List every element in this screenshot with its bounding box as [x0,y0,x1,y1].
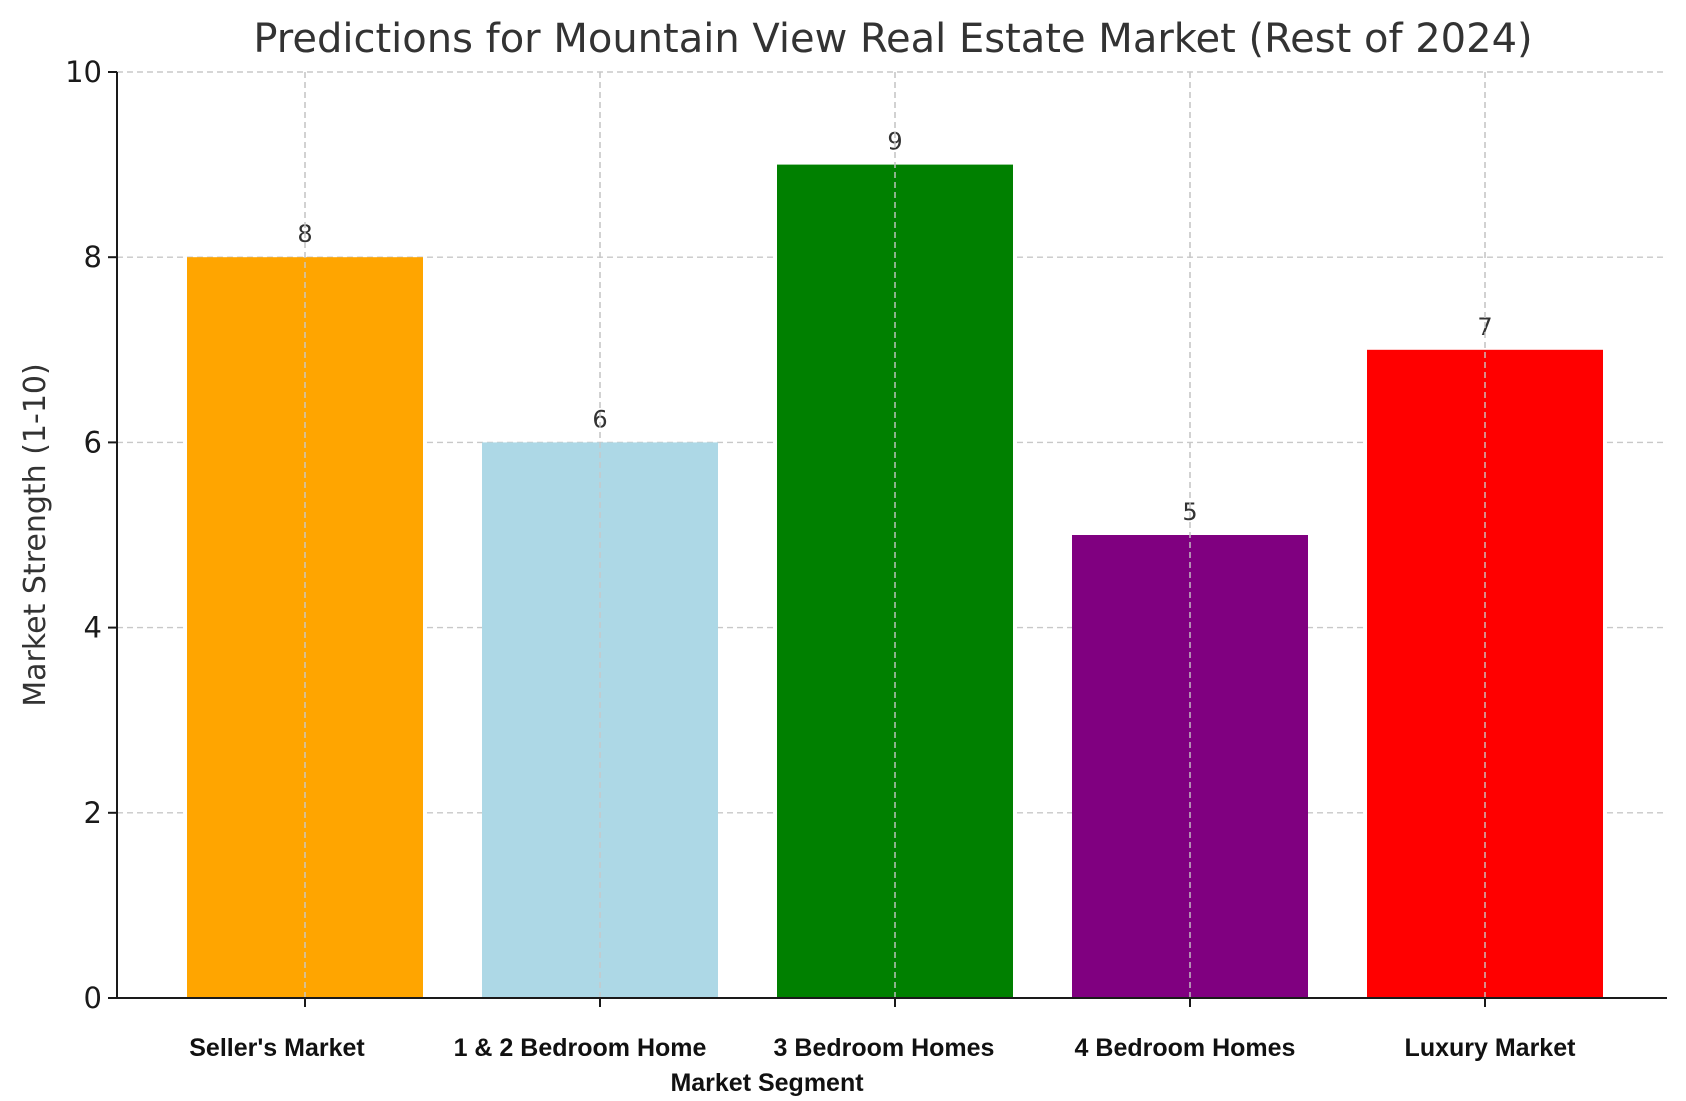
x-tick-label: 1 & 2 Bedroom Home [454,1034,707,1062]
x-tick-label: Seller's Market [189,1034,365,1062]
y-tick-label: 6 [84,425,102,459]
y-tick-label: 4 [84,611,102,645]
y-tick-label: 10 [65,55,102,89]
y-tick-label: 8 [84,240,102,274]
x-tick-label: Luxury Market [1405,1034,1577,1062]
y-tick-label: 0 [84,981,102,1015]
y-tick-label: 2 [84,796,102,830]
data-label: 6 [592,405,607,433]
x-tick-label: 4 Bedroom Homes [1075,1034,1296,1062]
x-axis-label: Market Segment [670,1069,864,1097]
x-tick-label: 3 Bedroom Homes [774,1034,995,1062]
chart-title: Predictions for Mountain View Real Estat… [253,16,1532,62]
axis-layer: 0 2 4 6 8 10 Seller's Market 1 & 2 Bedroom Home… [65,55,1667,1062]
data-label: 9 [887,128,902,156]
y-axis-label: Market Strength (1-10) [18,363,53,706]
